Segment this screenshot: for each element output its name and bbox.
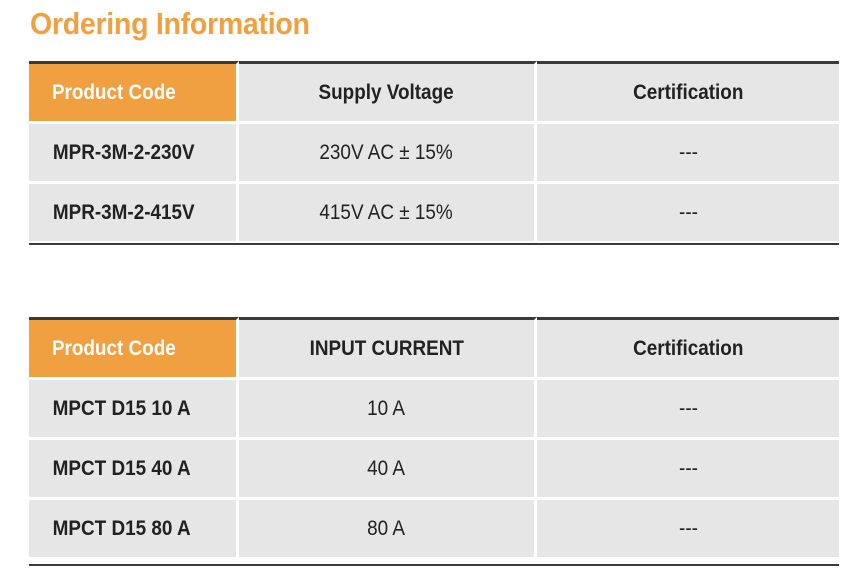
ordering-table-input-current: Product Code INPUT CURRENT Certification… bbox=[29, 317, 839, 557]
table-bottom-rule bbox=[29, 564, 839, 566]
certification-cell: --- bbox=[537, 440, 839, 500]
table-row: MPR-3M-2-230V 230V AC ± 15% --- bbox=[29, 124, 839, 184]
supply-voltage-cell: 415V AC ± 15% bbox=[239, 184, 537, 241]
input-current-cell: 80 A bbox=[239, 500, 537, 557]
table-header-row: Product Code INPUT CURRENT Certification bbox=[29, 317, 839, 380]
product-code-cell: MPR-3M-2-415V bbox=[29, 184, 239, 241]
certification-cell: --- bbox=[537, 124, 839, 184]
column-header-product-code: Product Code bbox=[29, 317, 239, 380]
ordering-table-supply-voltage: Product Code Supply Voltage Certificatio… bbox=[29, 61, 839, 241]
page-title: Ordering Information bbox=[30, 6, 310, 41]
column-header-input-current: INPUT CURRENT bbox=[239, 317, 537, 380]
input-current-cell: 40 A bbox=[239, 440, 537, 500]
table-row: MPCT D15 80 A 80 A --- bbox=[29, 500, 839, 557]
product-code-cell: MPCT D15 40 A bbox=[29, 440, 239, 500]
certification-cell: --- bbox=[537, 500, 839, 557]
table-row: MPCT D15 10 A 10 A --- bbox=[29, 380, 839, 440]
product-code-cell: MPR-3M-2-230V bbox=[29, 124, 239, 184]
column-header-certification: Certification bbox=[537, 61, 839, 124]
supply-voltage-cell: 230V AC ± 15% bbox=[239, 124, 537, 184]
product-code-cell: MPCT D15 80 A bbox=[29, 500, 239, 557]
column-header-product-code: Product Code bbox=[29, 61, 239, 124]
certification-cell: --- bbox=[537, 380, 839, 440]
product-code-cell: MPCT D15 10 A bbox=[29, 380, 239, 440]
column-header-supply-voltage: Supply Voltage bbox=[239, 61, 537, 124]
input-current-cell: 10 A bbox=[239, 380, 537, 440]
table-row: MPR-3M-2-415V 415V AC ± 15% --- bbox=[29, 184, 839, 241]
column-header-certification: Certification bbox=[537, 317, 839, 380]
table-header-row: Product Code Supply Voltage Certificatio… bbox=[29, 61, 839, 124]
table-bottom-rule bbox=[29, 243, 839, 245]
certification-cell: --- bbox=[537, 184, 839, 241]
table-row: MPCT D15 40 A 40 A --- bbox=[29, 440, 839, 500]
